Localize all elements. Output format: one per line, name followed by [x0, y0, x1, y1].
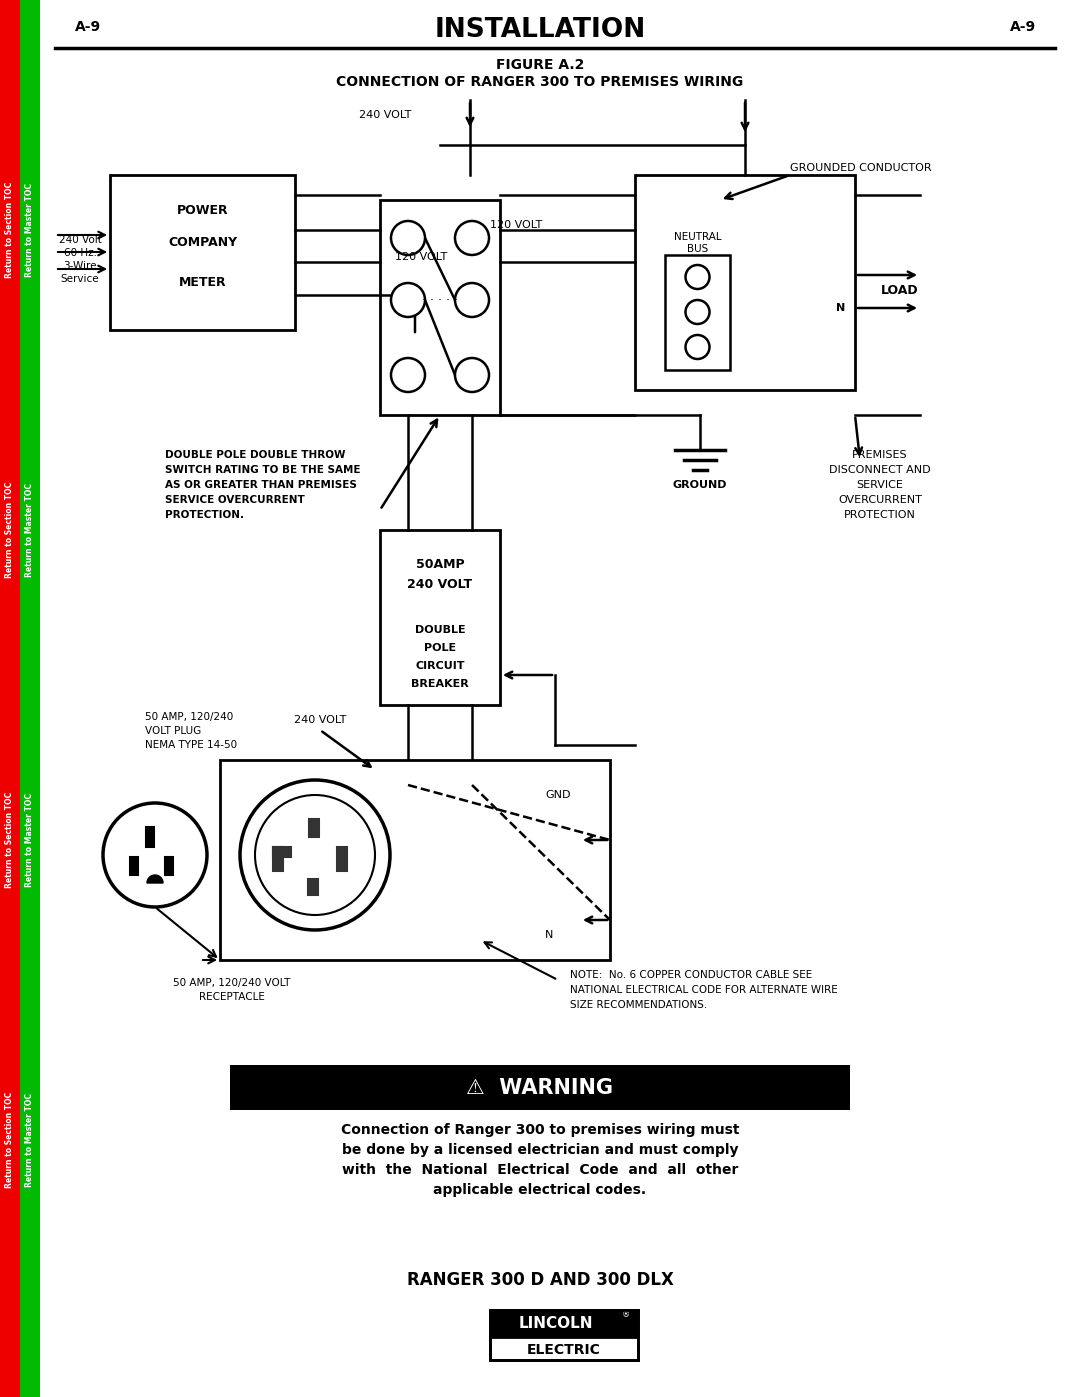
Text: BUS: BUS: [687, 244, 708, 254]
Circle shape: [686, 265, 710, 289]
Text: DOUBLE POLE DOUBLE THROW: DOUBLE POLE DOUBLE THROW: [165, 450, 346, 460]
Text: RANGER 300 D AND 300 DLX: RANGER 300 D AND 300 DLX: [406, 1271, 674, 1289]
Text: GROUND: GROUND: [673, 481, 727, 490]
Text: PROTECTION: PROTECTION: [845, 510, 916, 520]
Text: SERVICE OVERCURRENT: SERVICE OVERCURRENT: [165, 495, 305, 504]
Text: applicable electrical codes.: applicable electrical codes.: [433, 1183, 647, 1197]
Text: ELECTRIC: ELECTRIC: [527, 1343, 600, 1356]
Text: Return to Master TOC: Return to Master TOC: [26, 483, 35, 577]
Polygon shape: [147, 875, 163, 883]
Text: be done by a licensed electrician and must comply: be done by a licensed electrician and mu…: [341, 1143, 739, 1157]
Bar: [309, 819, 319, 837]
Text: DISCONNECT AND: DISCONNECT AND: [829, 465, 931, 475]
Circle shape: [455, 358, 489, 393]
Text: 60 Hz.: 60 Hz.: [64, 249, 96, 258]
Circle shape: [391, 221, 426, 256]
Bar: [165, 856, 173, 875]
Bar: [230, 1065, 850, 1111]
Text: AS OR GREATER THAN PREMISES: AS OR GREATER THAN PREMISES: [165, 481, 356, 490]
Bar: [220, 760, 610, 960]
Text: Return to Section TOC: Return to Section TOC: [5, 182, 14, 278]
Text: 120 VOLT: 120 VOLT: [395, 251, 447, 263]
Text: A-9: A-9: [1010, 20, 1036, 34]
Text: 50 AMP, 120/240 VOLT: 50 AMP, 120/240 VOLT: [173, 978, 291, 988]
Text: 50 AMP, 120/240: 50 AMP, 120/240: [145, 712, 233, 722]
Text: SIZE RECOMMENDATIONS.: SIZE RECOMMENDATIONS.: [570, 1000, 707, 1010]
Text: 120 VOLT: 120 VOLT: [490, 219, 542, 231]
Text: · · · · ·: · · · · ·: [422, 293, 458, 306]
Bar: [110, 175, 295, 330]
Text: Return to Section TOC: Return to Section TOC: [5, 792, 14, 888]
Text: Return to Section TOC: Return to Section TOC: [5, 1092, 14, 1187]
Text: Return to Master TOC: Return to Master TOC: [26, 1092, 35, 1187]
Circle shape: [240, 780, 390, 930]
Text: NEMA TYPE 14-50: NEMA TYPE 14-50: [145, 740, 238, 750]
Text: N: N: [836, 303, 846, 313]
Text: SWITCH RATING TO BE THE SAME: SWITCH RATING TO BE THE SAME: [165, 465, 361, 475]
Text: NEUTRAL: NEUTRAL: [674, 232, 721, 242]
Bar: [635, 175, 855, 390]
Text: Return to Master TOC: Return to Master TOC: [26, 183, 35, 277]
Bar: [490, 1337, 638, 1361]
Text: GROUNDED CONDUCTOR: GROUNDED CONDUCTOR: [789, 163, 932, 173]
Text: with  the  National  Electrical  Code  and  all  other: with the National Electrical Code and al…: [341, 1162, 739, 1178]
Text: PREMISES: PREMISES: [852, 450, 908, 460]
Circle shape: [391, 284, 426, 317]
Text: GND: GND: [545, 789, 570, 800]
Circle shape: [686, 335, 710, 359]
Text: 3-Wire: 3-Wire: [64, 261, 97, 271]
Text: Service: Service: [60, 274, 99, 284]
Text: DOUBLE: DOUBLE: [415, 624, 465, 636]
Text: NOTE:  No. 6 COPPER CONDUCTOR CABLE SEE: NOTE: No. 6 COPPER CONDUCTOR CABLE SEE: [570, 970, 812, 981]
Text: SERVICE: SERVICE: [856, 481, 904, 490]
Text: CONNECTION OF RANGER 300 TO PREMISES WIRING: CONNECTION OF RANGER 300 TO PREMISES WIR…: [336, 75, 744, 89]
Text: CIRCUIT: CIRCUIT: [415, 661, 464, 671]
Text: A-9: A-9: [75, 20, 102, 34]
Text: PROTECTION.: PROTECTION.: [165, 510, 244, 520]
Bar: [308, 879, 318, 895]
Circle shape: [255, 795, 375, 915]
Bar: [273, 847, 283, 870]
Text: ®: ®: [622, 1310, 630, 1320]
Bar: [0, 0, 21, 1397]
Text: Return to Section TOC: Return to Section TOC: [5, 482, 14, 578]
Text: Connection of Ranger 300 to premises wiring must: Connection of Ranger 300 to premises wir…: [341, 1123, 739, 1137]
Circle shape: [455, 284, 489, 317]
Bar: [490, 1310, 638, 1361]
Text: 50AMP: 50AMP: [416, 559, 464, 571]
Text: VOLT PLUG: VOLT PLUG: [145, 726, 201, 736]
Text: N: N: [545, 930, 553, 940]
Text: RECEPTACLE: RECEPTACLE: [199, 992, 265, 1002]
Bar: [665, 256, 730, 370]
Text: POLE: POLE: [424, 643, 456, 652]
Bar: [380, 200, 500, 415]
Bar: [273, 847, 291, 856]
Text: Return to Master TOC: Return to Master TOC: [26, 793, 35, 887]
Circle shape: [391, 358, 426, 393]
Text: 240 VOLT: 240 VOLT: [407, 578, 473, 591]
Bar: [130, 856, 138, 875]
Bar: [337, 847, 347, 870]
Text: 240 VOLT: 240 VOLT: [294, 715, 347, 725]
Text: LOAD: LOAD: [881, 284, 919, 296]
Text: 240 VOLT: 240 VOLT: [359, 110, 411, 120]
Bar: [380, 529, 500, 705]
Text: METER: METER: [178, 277, 227, 289]
Text: POWER: POWER: [177, 204, 228, 217]
Text: BREAKER: BREAKER: [411, 679, 469, 689]
Bar: [490, 1310, 638, 1337]
Text: FIGURE A.2: FIGURE A.2: [496, 59, 584, 73]
Circle shape: [103, 803, 207, 907]
Circle shape: [455, 221, 489, 256]
Text: 240 Volt: 240 Volt: [58, 235, 102, 244]
Bar: [21, 0, 40, 1397]
Text: COMPANY: COMPANY: [167, 236, 238, 250]
Text: ⚠  WARNING: ⚠ WARNING: [467, 1077, 613, 1098]
Circle shape: [686, 300, 710, 324]
Text: LINCOLN: LINCOLN: [518, 1316, 593, 1330]
Text: NATIONAL ELECTRICAL CODE FOR ALTERNATE WIRE: NATIONAL ELECTRICAL CODE FOR ALTERNATE W…: [570, 985, 838, 995]
Text: OVERCURRENT: OVERCURRENT: [838, 495, 922, 504]
Bar: [146, 827, 154, 847]
Text: INSTALLATION: INSTALLATION: [434, 17, 646, 43]
